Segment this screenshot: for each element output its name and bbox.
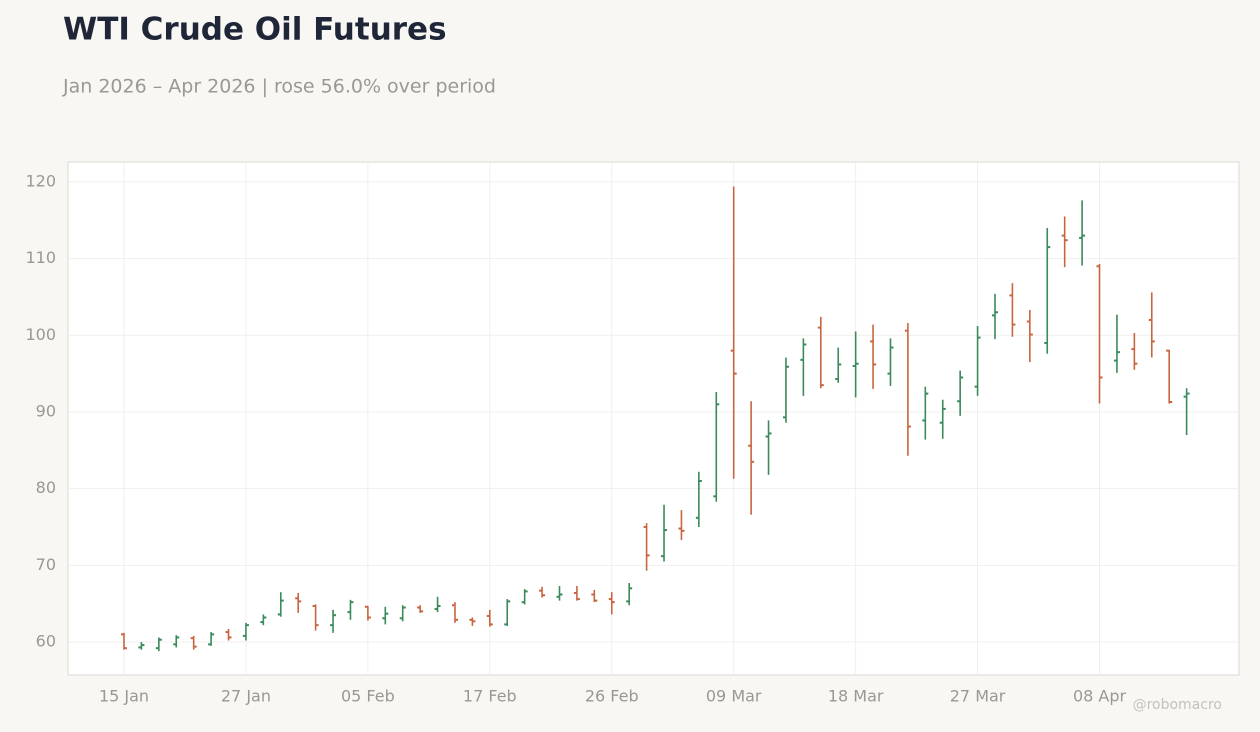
y-tick-label: 120: [25, 171, 56, 190]
x-tick-label: 27 Jan: [221, 687, 271, 706]
y-tick-label: 90: [36, 401, 56, 420]
x-tick-label: 05 Feb: [341, 687, 395, 706]
y-tick-label: 80: [36, 478, 56, 497]
watermark: @robomacro: [1133, 697, 1222, 713]
x-tick-label: 09 Mar: [706, 687, 762, 706]
chart-subtitle: Jan 2026 – Apr 2026 | rose 56.0% over pe…: [62, 76, 496, 98]
x-tick-label: 15 Jan: [99, 687, 149, 706]
x-tick-label: 27 Mar: [950, 687, 1006, 706]
x-tick-label: 17 Feb: [463, 687, 517, 706]
y-tick-label: 60: [36, 632, 56, 651]
chart-title: WTI Crude Oil Futures: [63, 12, 447, 48]
x-tick-label: 08 Apr: [1073, 687, 1127, 706]
plot-area: [67, 161, 1240, 676]
y-tick-label: 110: [25, 248, 56, 267]
x-tick-label: 26 Feb: [585, 687, 639, 706]
y-tick-label: 70: [36, 555, 56, 574]
x-tick-label: 18 Mar: [828, 687, 884, 706]
y-tick-label: 100: [25, 325, 56, 344]
